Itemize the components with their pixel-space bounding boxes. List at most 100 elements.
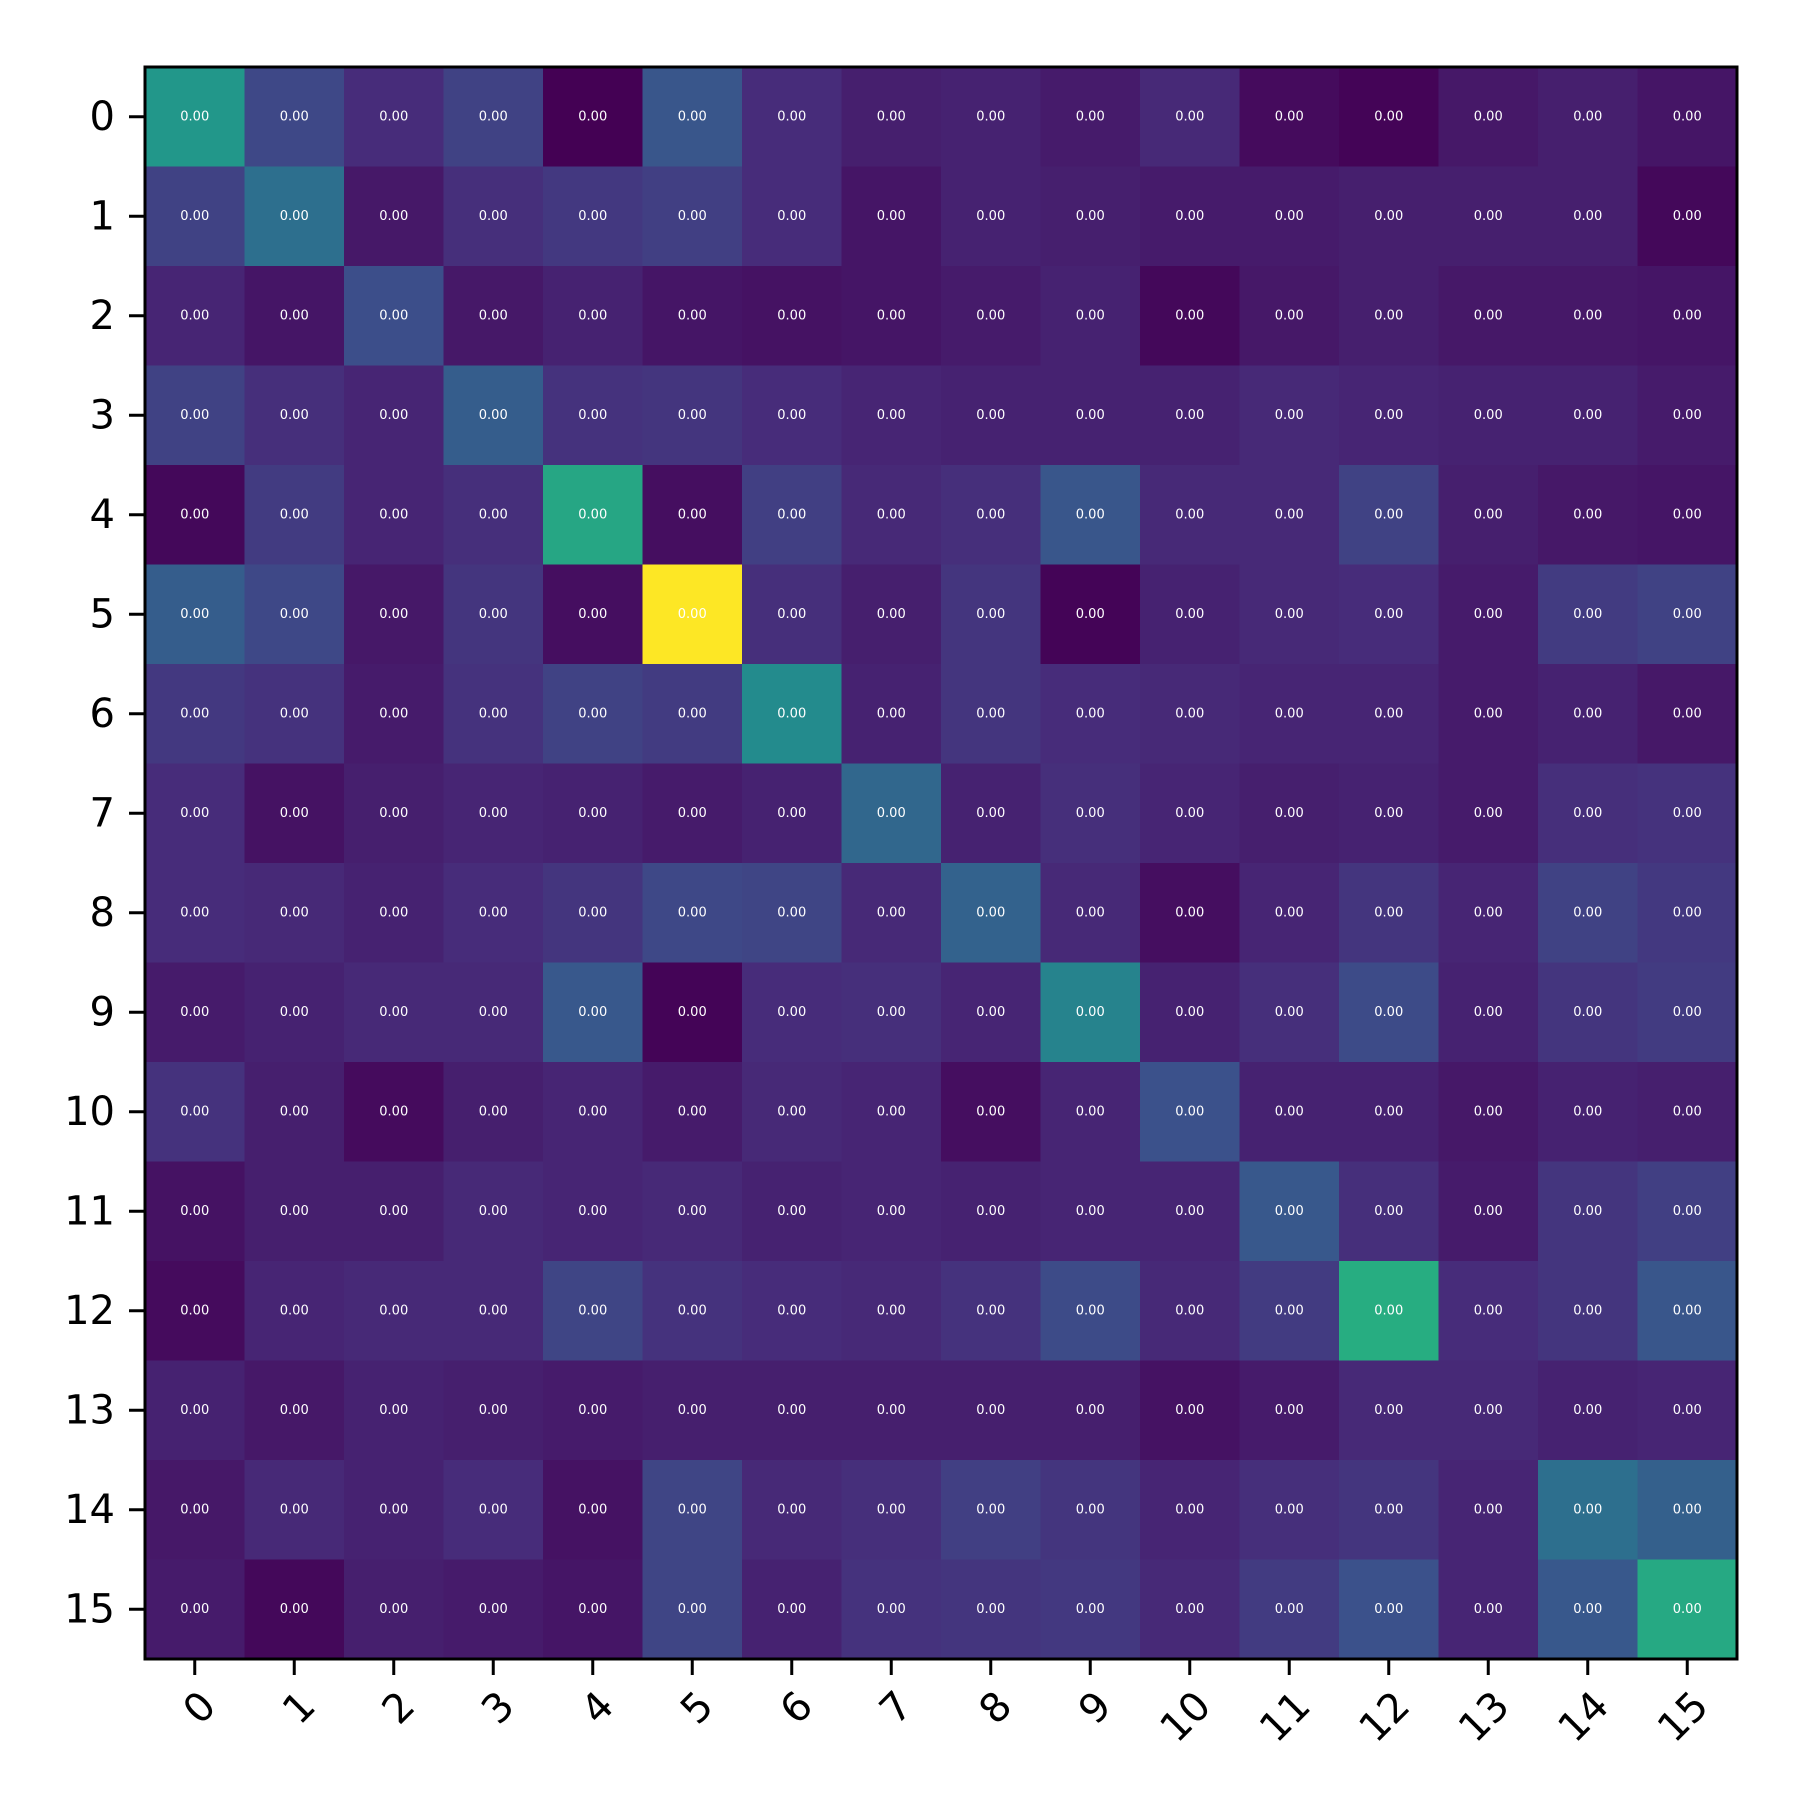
heatmap-cell-r10-c11 <box>1239 1062 1340 1163</box>
heatmap-cell-r9-c7 <box>841 962 942 1063</box>
cell-value-label-r5-c13: 0.00 <box>1474 607 1503 622</box>
heatmap-cell-r7-c0 <box>145 763 246 864</box>
cell-value-label-r0-c13: 0.00 <box>1474 109 1503 124</box>
cell-value-label-r12-c14: 0.00 <box>1573 1303 1602 1318</box>
heatmap-cell-r10-c5 <box>642 1062 743 1163</box>
heatmap-cell-r0-c1 <box>244 67 345 168</box>
cell-value-label-r4-c6: 0.00 <box>777 507 806 522</box>
cell-value-label-r11-c4: 0.00 <box>578 1204 607 1219</box>
heatmap-cell-r6-c0 <box>145 664 246 765</box>
heatmap-cell-r14-c1 <box>244 1460 345 1561</box>
x-tick-label-5: 5 <box>672 1683 723 1734</box>
heatmap-cell-r5-c0 <box>145 564 246 665</box>
heatmap-cell-r7-c13 <box>1438 763 1539 864</box>
cell-value-label-r3-c13: 0.00 <box>1474 408 1503 423</box>
heatmap-cell-r10-c2 <box>344 1062 445 1163</box>
heatmap-cell-r3-c8 <box>941 365 1042 466</box>
cell-value-label-r6-c15: 0.00 <box>1673 706 1702 721</box>
cell-value-label-r15-c9: 0.00 <box>1076 1602 1105 1617</box>
cell-value-label-r4-c10: 0.00 <box>1175 507 1204 522</box>
heatmap-cell-r9-c4 <box>543 962 644 1063</box>
heatmap-cell-r13-c5 <box>642 1360 743 1461</box>
cell-value-label-r3-c5: 0.00 <box>678 408 707 423</box>
heatmap-cell-r15-c8 <box>941 1559 1042 1660</box>
heatmap-cell-r14-c5 <box>642 1460 743 1561</box>
heatmap-cell-r2-c10 <box>1140 266 1241 367</box>
heatmap-cell-r11-c10 <box>1140 1161 1241 1262</box>
cell-value-label-r10-c7: 0.00 <box>877 1104 906 1119</box>
cell-value-label-r7-c4: 0.00 <box>578 806 607 821</box>
heatmap-cell-r9-c9 <box>1040 962 1141 1063</box>
heatmap-cell-r13-c8 <box>941 1360 1042 1461</box>
cell-value-label-r5-c7: 0.00 <box>877 607 906 622</box>
cell-value-label-r6-c11: 0.00 <box>1275 706 1304 721</box>
x-tick-label-13: 13 <box>1450 1683 1519 1752</box>
heatmap-cell-r10-c15 <box>1637 1062 1738 1163</box>
heatmap-cell-r1-c3 <box>443 166 544 267</box>
cell-value-label-r3-c14: 0.00 <box>1573 408 1602 423</box>
heatmap-cell-r14-c14 <box>1538 1460 1639 1561</box>
cell-value-label-r12-c6: 0.00 <box>777 1303 806 1318</box>
heatmap-cell-r12-c5 <box>642 1261 743 1362</box>
cell-value-label-r2-c12: 0.00 <box>1374 308 1403 323</box>
heatmap-cell-r12-c3 <box>443 1261 544 1362</box>
cell-value-label-r13-c5: 0.00 <box>678 1403 707 1418</box>
cell-value-label-r8-c1: 0.00 <box>280 905 309 920</box>
heatmap-cell-r2-c5 <box>642 266 743 367</box>
heatmap-cell-r4-c4 <box>543 465 644 566</box>
cell-value-label-r3-c3: 0.00 <box>479 408 508 423</box>
cell-value-label-r9-c7: 0.00 <box>877 1005 906 1020</box>
heatmap-cell-r7-c11 <box>1239 763 1340 864</box>
heatmap-cell-r0-c4 <box>543 67 644 168</box>
cell-value-label-r10-c2: 0.00 <box>379 1104 408 1119</box>
heatmap-cell-r11-c11 <box>1239 1161 1340 1262</box>
cell-value-label-r11-c12: 0.00 <box>1374 1204 1403 1219</box>
heatmap-cell-r4-c6 <box>742 465 843 566</box>
cell-value-label-r14-c8: 0.00 <box>976 1502 1005 1517</box>
heatmap-cell-r6-c6 <box>742 664 843 765</box>
y-tick-label-12: 12 <box>64 1288 115 1334</box>
cell-value-label-r12-c10: 0.00 <box>1175 1303 1204 1318</box>
heatmap-cell-r4-c9 <box>1040 465 1141 566</box>
cell-value-label-r6-c12: 0.00 <box>1374 706 1403 721</box>
heatmap-cell-r11-c7 <box>841 1161 942 1262</box>
cell-value-label-r8-c12: 0.00 <box>1374 905 1403 920</box>
cell-value-label-r2-c13: 0.00 <box>1474 308 1503 323</box>
heatmap-cell-r4-c0 <box>145 465 246 566</box>
y-tick-label-11: 11 <box>64 1188 115 1234</box>
heatmap-cell-r15-c2 <box>344 1559 445 1660</box>
heatmap-cell-r12-c11 <box>1239 1261 1340 1362</box>
cell-value-label-r2-c9: 0.00 <box>1076 308 1105 323</box>
cell-value-label-r3-c10: 0.00 <box>1175 408 1204 423</box>
heatmap-cell-r0-c7 <box>841 67 942 168</box>
heatmap-cell-r3-c12 <box>1339 365 1440 466</box>
cell-value-label-r8-c4: 0.00 <box>578 905 607 920</box>
heatmap-cell-r15-c11 <box>1239 1559 1340 1660</box>
cell-value-label-r8-c0: 0.00 <box>180 905 209 920</box>
heatmap-cell-r6-c15 <box>1637 664 1738 765</box>
heatmap-cell-r14-c13 <box>1438 1460 1539 1561</box>
heatmap-cell-r9-c5 <box>642 962 743 1063</box>
heatmap-cell-r15-c13 <box>1438 1559 1539 1660</box>
heatmap-cell-r9-c3 <box>443 962 544 1063</box>
heatmap-cell-r1-c14 <box>1538 166 1639 267</box>
cell-value-label-r13-c13: 0.00 <box>1474 1403 1503 1418</box>
x-tick-label-6: 6 <box>771 1683 822 1734</box>
cell-value-label-r5-c14: 0.00 <box>1573 607 1602 622</box>
cell-value-label-r7-c1: 0.00 <box>280 806 309 821</box>
heatmap-cell-r10-c4 <box>543 1062 644 1163</box>
y-tick-label-5: 5 <box>90 591 115 637</box>
cell-value-label-r5-c8: 0.00 <box>976 607 1005 622</box>
cell-value-label-r13-c8: 0.00 <box>976 1403 1005 1418</box>
cell-value-label-r4-c15: 0.00 <box>1673 507 1702 522</box>
heatmap-cell-r5-c13 <box>1438 564 1539 665</box>
heatmap-cell-r8-c7 <box>841 863 942 964</box>
heatmap-cell-r0-c10 <box>1140 67 1241 168</box>
cell-value-label-r9-c3: 0.00 <box>479 1005 508 1020</box>
heatmap-cell-r8-c4 <box>543 863 644 964</box>
cell-value-label-r14-c7: 0.00 <box>877 1502 906 1517</box>
heatmap-cell-r0-c9 <box>1040 67 1141 168</box>
x-tick-label-3: 3 <box>473 1683 524 1734</box>
heatmap-cell-r3-c0 <box>145 365 246 466</box>
heatmap-cell-r13-c6 <box>742 1360 843 1461</box>
